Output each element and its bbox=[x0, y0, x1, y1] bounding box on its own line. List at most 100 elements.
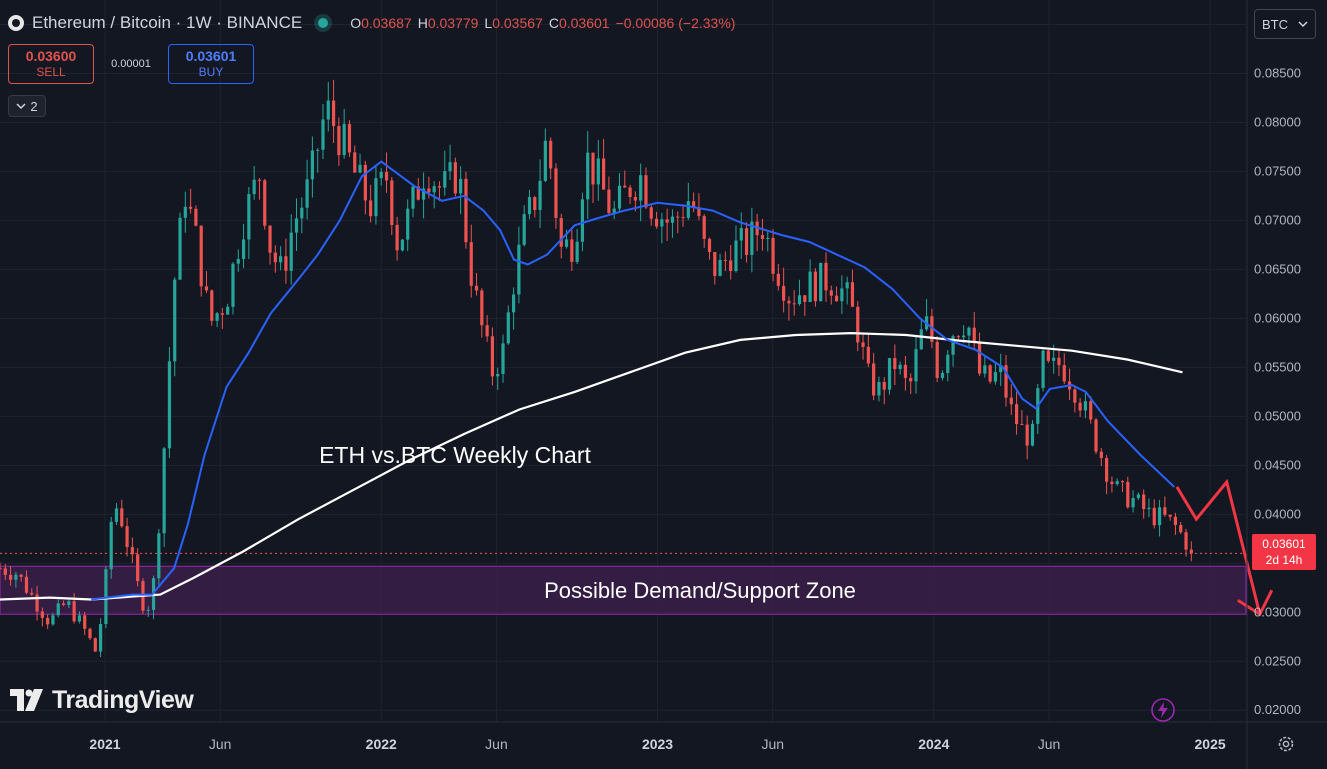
price-tick-label: 0.05500 bbox=[1254, 359, 1301, 374]
candle-body bbox=[586, 152, 590, 200]
candle-body bbox=[506, 312, 510, 344]
time-tick-label: 2022 bbox=[366, 736, 397, 752]
candle-body bbox=[681, 217, 685, 219]
candle-body bbox=[347, 123, 352, 153]
candle-body bbox=[167, 361, 172, 449]
candle-body bbox=[1046, 350, 1050, 361]
candle-body bbox=[1020, 424, 1024, 426]
candle-body bbox=[1062, 365, 1066, 382]
candle-body bbox=[511, 294, 516, 313]
candle-body bbox=[602, 158, 606, 190]
candle-body bbox=[1147, 507, 1151, 510]
candle-body bbox=[199, 225, 203, 287]
candle-body bbox=[501, 343, 505, 375]
candle-body bbox=[496, 374, 500, 377]
candle-body bbox=[803, 295, 807, 302]
chevron-down-icon bbox=[16, 103, 26, 110]
candle-body bbox=[554, 168, 558, 218]
candle-body bbox=[358, 164, 362, 173]
candle-body bbox=[99, 623, 103, 652]
price-tick-label: 0.03000 bbox=[1254, 604, 1301, 619]
candle-body bbox=[713, 252, 717, 276]
last-price-value: 0.03601 bbox=[1262, 537, 1306, 551]
symbol-title[interactable]: Ethereum / Bitcoin · 1W · BINANCE bbox=[32, 13, 303, 32]
candle-body bbox=[670, 216, 675, 223]
candle-body bbox=[363, 164, 367, 201]
candle-body bbox=[416, 186, 420, 200]
price-axis[interactable]: 0.020000.025000.030000.035000.040000.045… bbox=[1254, 16, 1301, 717]
candle-body bbox=[459, 178, 463, 194]
sell-button[interactable]: 0.03600 SELL bbox=[8, 44, 94, 84]
candle-body bbox=[946, 354, 950, 374]
candle-body bbox=[919, 329, 923, 350]
candle-body bbox=[956, 336, 960, 338]
projection-arrow bbox=[1175, 478, 1262, 615]
candle-body bbox=[903, 364, 908, 378]
candle-body bbox=[421, 188, 426, 200]
candle-body bbox=[146, 609, 150, 611]
price-tick-label: 0.07500 bbox=[1254, 163, 1301, 178]
candle-body bbox=[1078, 402, 1082, 411]
candle-body bbox=[522, 214, 526, 245]
market-open-icon bbox=[318, 18, 329, 28]
candle-body bbox=[241, 239, 246, 259]
candle-body bbox=[379, 171, 383, 179]
candle-body bbox=[284, 256, 288, 271]
time-tick-label: 2021 bbox=[89, 736, 120, 752]
candle-body bbox=[533, 197, 537, 210]
candle-body bbox=[607, 189, 611, 214]
candle-body bbox=[61, 603, 66, 605]
chart-header: Ethereum / Bitcoin · 1W · BINANCE O0.036… bbox=[8, 12, 735, 34]
candle-body bbox=[734, 240, 738, 272]
candle-body bbox=[729, 260, 733, 272]
indicators-collapse-button[interactable]: 2 bbox=[8, 95, 46, 117]
candle-body bbox=[490, 336, 495, 377]
price-tick-label: 0.04000 bbox=[1254, 506, 1301, 521]
candle-body bbox=[967, 327, 971, 336]
candle-body bbox=[665, 219, 669, 223]
candle-body bbox=[189, 206, 193, 209]
candle-body bbox=[395, 224, 399, 251]
candle-body bbox=[310, 150, 314, 180]
currency-select[interactable]: BTC bbox=[1254, 9, 1316, 39]
candle-body bbox=[1189, 549, 1193, 554]
buy-button[interactable]: 0.03601 BUY bbox=[168, 44, 254, 84]
candle-body bbox=[1120, 481, 1125, 483]
candle-body bbox=[909, 377, 913, 382]
candle-body bbox=[766, 237, 770, 239]
candle-body bbox=[114, 508, 119, 522]
candle-body bbox=[782, 285, 786, 301]
candle-body bbox=[252, 179, 256, 195]
lightning-icon[interactable] bbox=[1150, 697, 1176, 723]
settings-gear-icon[interactable] bbox=[1276, 734, 1296, 754]
candle-body bbox=[1173, 516, 1178, 526]
candle-body bbox=[882, 382, 886, 390]
candle-body bbox=[215, 313, 219, 321]
candle-body bbox=[93, 638, 97, 652]
candle-body bbox=[877, 382, 881, 396]
candle-body bbox=[1041, 350, 1045, 389]
candle-body bbox=[972, 327, 976, 343]
time-tick-label: 2023 bbox=[642, 736, 673, 752]
candle-body bbox=[1009, 397, 1013, 405]
candle-body bbox=[723, 259, 727, 261]
candle-body bbox=[940, 373, 945, 379]
candle-body bbox=[824, 262, 828, 291]
candle-body bbox=[30, 592, 34, 595]
candle-body bbox=[125, 526, 129, 548]
candle-body bbox=[623, 185, 627, 188]
candle-body bbox=[321, 119, 325, 150]
candle-body bbox=[220, 313, 224, 315]
candle-body bbox=[305, 179, 309, 208]
candle-body bbox=[19, 574, 23, 577]
tradingview-logo[interactable]: TradingView bbox=[10, 685, 194, 715]
candle-body bbox=[469, 242, 473, 286]
candle-body bbox=[109, 521, 113, 570]
candle-body bbox=[3, 568, 7, 575]
chart-title: ETH vs.BTC Weekly Chart bbox=[319, 442, 591, 468]
tradingview-logo-icon bbox=[10, 689, 43, 711]
candle-body bbox=[962, 335, 966, 338]
